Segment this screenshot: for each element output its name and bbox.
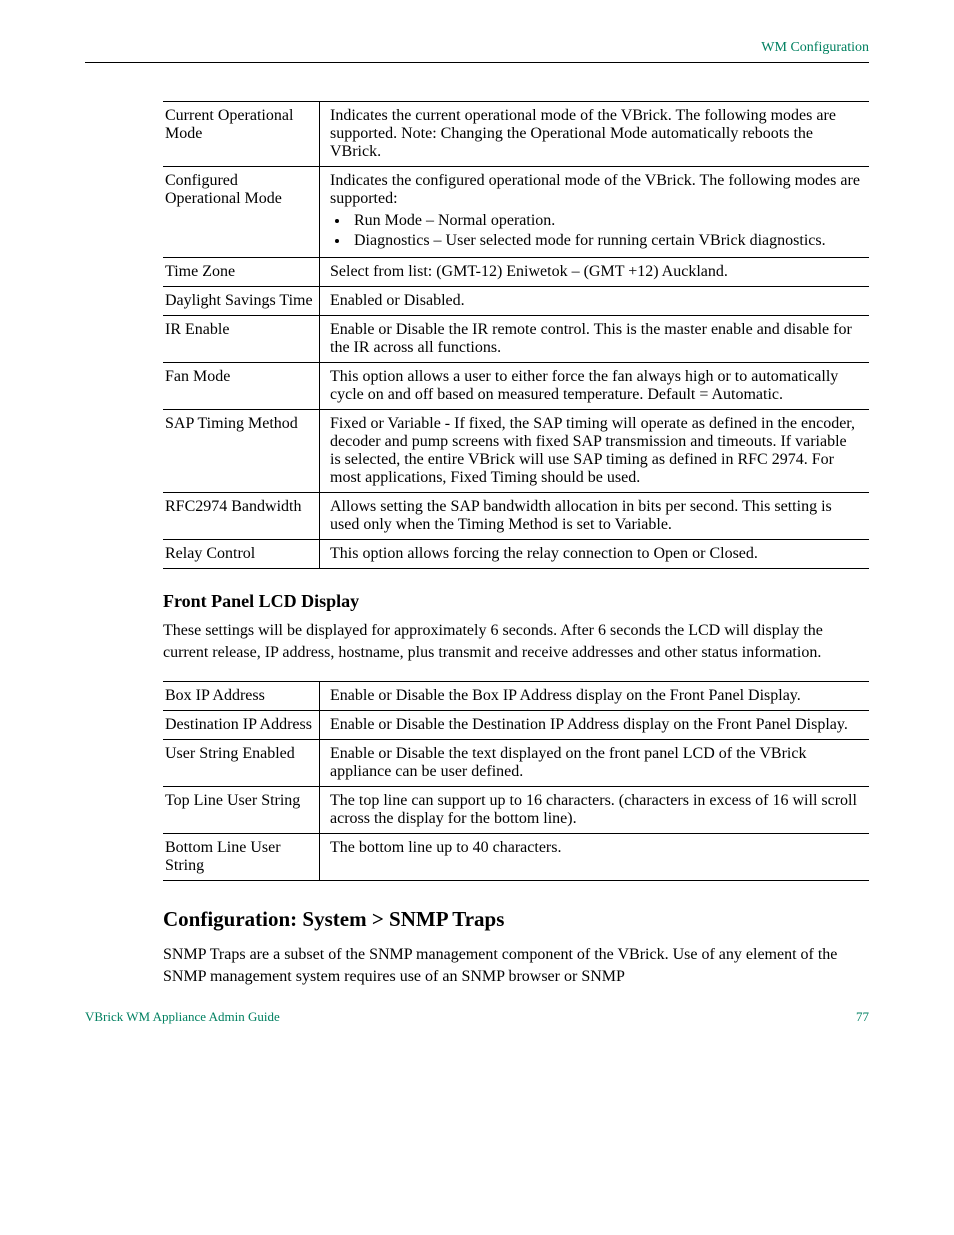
bullet-item: Run Mode – Normal operation. xyxy=(350,212,861,230)
param-description: Indicates the configured operational mod… xyxy=(320,167,870,258)
param-label: Destination IP Address xyxy=(163,711,320,740)
param-label: Fan Mode xyxy=(163,363,320,410)
param-description: This option allows forcing the relay con… xyxy=(320,540,870,569)
param-label: IR Enable xyxy=(163,316,320,363)
body-paragraph: These settings will be displayed for app… xyxy=(163,620,869,663)
param-description: Enable or Disable the text displayed on … xyxy=(320,740,870,787)
param-description: The bottom line up to 40 characters. xyxy=(320,834,870,881)
table-row: Time Zone Select from list: (GMT-12) Eni… xyxy=(163,258,869,287)
param-label: SAP Timing Method xyxy=(163,410,320,493)
param-label: Daylight Savings Time xyxy=(163,287,320,316)
table-row: User String Enabled Enable or Disable th… xyxy=(163,740,869,787)
table-row: Top Line User String The top line can su… xyxy=(163,787,869,834)
table-row: Configured Operational Mode Indicates th… xyxy=(163,167,869,258)
page-footer: VBrick WM Appliance Admin Guide 77 xyxy=(85,1009,869,1025)
section-heading: Configuration: System > SNMP Traps xyxy=(163,907,869,932)
param-desc-intro: Indicates the configured operational mod… xyxy=(330,172,860,207)
footer-guide-title: VBrick WM Appliance Admin Guide xyxy=(85,1009,280,1025)
param-description: Indicates the current operational mode o… xyxy=(320,102,870,167)
bullet-item: Diagnostics – User selected mode for run… xyxy=(350,232,861,250)
param-description: Select from list: (GMT-12) Eniwetok – (G… xyxy=(320,258,870,287)
table-row: Bottom Line User String The bottom line … xyxy=(163,834,869,881)
table-row: IR Enable Enable or Disable the IR remot… xyxy=(163,316,869,363)
param-label: Current Operational Mode xyxy=(163,102,320,167)
param-description: This option allows a user to either forc… xyxy=(320,363,870,410)
table-row: Fan Mode This option allows a user to ei… xyxy=(163,363,869,410)
param-label: Relay Control xyxy=(163,540,320,569)
param-description: Fixed or Variable - If fixed, the SAP ti… xyxy=(320,410,870,493)
body-paragraph: SNMP Traps are a subset of the SNMP mana… xyxy=(163,944,869,987)
param-label: Top Line User String xyxy=(163,787,320,834)
page-header: WM Configuration xyxy=(85,40,869,63)
subsection-heading: Front Panel LCD Display xyxy=(163,591,869,612)
param-label: Box IP Address xyxy=(163,682,320,711)
param-label: RFC2974 Bandwidth xyxy=(163,493,320,540)
table-row: SAP Timing Method Fixed or Variable - If… xyxy=(163,410,869,493)
bullet-list: Run Mode – Normal operation. Diagnostics… xyxy=(330,212,861,250)
param-description: Allows setting the SAP bandwidth allocat… xyxy=(320,493,870,540)
param-label: Time Zone xyxy=(163,258,320,287)
table-row: Destination IP Address Enable or Disable… xyxy=(163,711,869,740)
table-row: Box IP Address Enable or Disable the Box… xyxy=(163,682,869,711)
table-row: Daylight Savings Time Enabled or Disable… xyxy=(163,287,869,316)
param-description: Enable or Disable the IR remote control.… xyxy=(320,316,870,363)
table-row: Current Operational Mode Indicates the c… xyxy=(163,102,869,167)
table-row: Relay Control This option allows forcing… xyxy=(163,540,869,569)
parameter-table-2: Box IP Address Enable or Disable the Box… xyxy=(163,681,869,881)
table-row: RFC2974 Bandwidth Allows setting the SAP… xyxy=(163,493,869,540)
parameter-table-1: Current Operational Mode Indicates the c… xyxy=(163,101,869,569)
param-description: Enable or Disable the Box IP Address dis… xyxy=(320,682,870,711)
param-label: User String Enabled xyxy=(163,740,320,787)
footer-page-number: 77 xyxy=(856,1009,869,1025)
param-description: The top line can support up to 16 charac… xyxy=(320,787,870,834)
param-description: Enable or Disable the Destination IP Add… xyxy=(320,711,870,740)
param-label: Configured Operational Mode xyxy=(163,167,320,258)
param-label: Bottom Line User String xyxy=(163,834,320,881)
param-description: Enabled or Disabled. xyxy=(320,287,870,316)
header-section-label: WM Configuration xyxy=(761,40,869,55)
